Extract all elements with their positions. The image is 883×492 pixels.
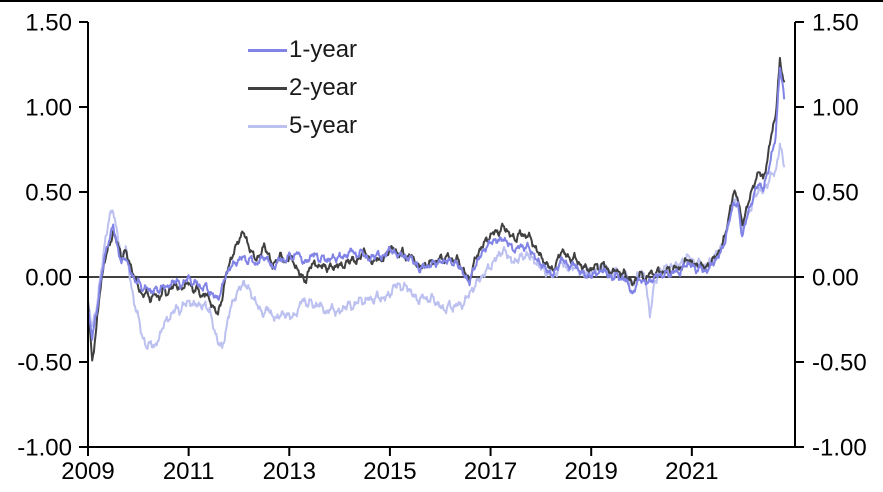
y-tick-label-right: 1.50: [812, 10, 859, 37]
y-tick-label-left: 0.00: [25, 265, 72, 292]
x-tick-label: 2021: [665, 458, 718, 485]
series-line-1-year: [87, 66, 786, 341]
x-tick-label: 2009: [61, 458, 114, 485]
legend-line-sample-5-year: [248, 124, 287, 128]
y-tick-label-right: 0.50: [812, 180, 859, 207]
legend-item-5-year: 5-year: [248, 112, 357, 140]
legend-item-1-year: 1-year: [248, 36, 357, 64]
y-tick-label-left: 0.50: [25, 180, 72, 207]
y-tick-label-left: -1.00: [17, 435, 72, 462]
y-tick-label-left: 1.50: [25, 10, 72, 37]
x-tick-label: 2011: [163, 458, 215, 485]
y-tick-label-right: 1.00: [812, 95, 859, 122]
y-tick-label-right: -0.50: [812, 350, 867, 377]
y-tick-label-right: 0.00: [812, 265, 859, 292]
x-tick-label: 2017: [464, 458, 517, 485]
legend-item-2-year: 2-year: [248, 74, 357, 102]
legend-label-5-year: 5-year: [289, 112, 358, 139]
legend-label-2-year: 2-year: [289, 74, 358, 101]
y-tick-label-right: -1.00: [812, 435, 867, 462]
series-line-5-year: [87, 142, 786, 350]
legend-line-sample-2-year: [248, 86, 287, 90]
y-tick-label-left: 1.00: [25, 95, 72, 122]
legend-label-1-year: 1-year: [289, 36, 358, 63]
legend: 1-year 2-year 5-year: [248, 36, 357, 150]
x-tick-label: 2019: [565, 458, 618, 485]
y-tick-label-left: -0.50: [17, 350, 72, 377]
legend-line-sample-1-year: [248, 48, 287, 52]
x-tick-label: 2015: [363, 458, 416, 485]
x-tick-label: 2013: [263, 458, 316, 485]
series-line-2-year: [87, 56, 786, 362]
top-border-line: [0, 0, 883, 2]
